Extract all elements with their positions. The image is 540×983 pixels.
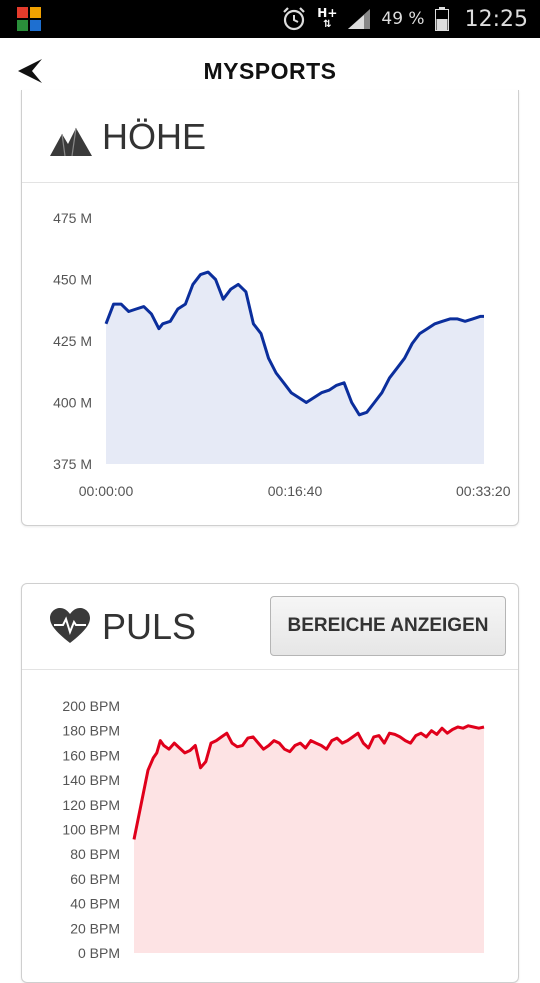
pulse-y-tick-label: 140 BPM [62, 772, 120, 788]
altitude-area-fill [106, 272, 484, 464]
altitude-series-line [104, 270, 484, 417]
show-ranges-button[interactable]: BEREICHE ANZEIGEN [270, 596, 506, 656]
heart-pulse-icon [50, 608, 90, 643]
pulse-y-tick-label: 160 BPM [62, 747, 120, 763]
status-icons: H+ ⇅ 49 % 12:25 [281, 0, 528, 38]
altitude-card: HÖHE 475 M 450 M 425 M 400 M 375 M 00:00:00 00… [21, 90, 519, 526]
signal-strength-icon [348, 9, 371, 29]
pulse-series-line [132, 724, 485, 840]
status-bar: H+ ⇅ 49 % 12:25 [0, 0, 540, 38]
clock: 12:25 [464, 6, 528, 32]
pulse-area-fill [134, 725, 484, 953]
altitude-x-tick-label: 00:16:40 [268, 483, 323, 499]
altitude-card-header: HÖHE [22, 90, 518, 183]
alarm-clock-icon [283, 7, 306, 31]
altitude-y-tick-label: 475 M [53, 210, 92, 226]
pulse-y-tick-label: 100 BPM [62, 822, 120, 838]
pulse-y-tick-label: 120 BPM [62, 797, 120, 813]
app-notification-icon [17, 7, 41, 31]
altitude-x-tick-label: 00:33:20 [456, 483, 511, 499]
pulse-y-tick-label: 80 BPM [70, 846, 120, 862]
pulse-y-tick-label: 60 BPM [70, 871, 120, 887]
altitude-title: HÖHE [102, 116, 207, 157]
pulse-card: PULS BEREICHE ANZEIGEN 200 BPM 180 BPM 160… [21, 583, 519, 983]
battery-percentage: 49 % [381, 9, 425, 29]
pulse-y-tick-label: 0 BPM [78, 945, 120, 961]
pulse-title: PULS [102, 606, 197, 647]
network-type: H+ ⇅ [317, 6, 338, 30]
battery-icon [434, 7, 449, 31]
altitude-y-tick-label: 375 M [53, 456, 92, 472]
page-title: MYSPORTS [203, 58, 337, 84]
altitude-chart: 475 M 450 M 425 M 400 M 375 M 00:00:00 00:16:4… [53, 210, 511, 499]
altitude-y-tick-label: 450 M [53, 272, 92, 288]
pulse-chart: 200 BPM 180 BPM 160 BPM 140 BPM 120 BPM 100 B… [62, 698, 485, 961]
pulse-y-tick-label: 200 BPM [62, 698, 120, 714]
altitude-x-tick-label: 00:00:00 [79, 483, 134, 499]
altitude-y-tick-label: 425 M [53, 333, 92, 349]
pulse-y-tick-label: 180 BPM [62, 723, 120, 739]
pulse-y-tick-label: 40 BPM [70, 896, 120, 912]
pulse-card-header: PULS BEREICHE ANZEIGEN [22, 584, 518, 670]
altitude-y-tick-label: 400 M [53, 395, 92, 411]
back-arrow-icon[interactable] [16, 56, 44, 86]
mountain-icon [50, 127, 92, 156]
pulse-y-tick-label: 20 BPM [70, 920, 120, 936]
